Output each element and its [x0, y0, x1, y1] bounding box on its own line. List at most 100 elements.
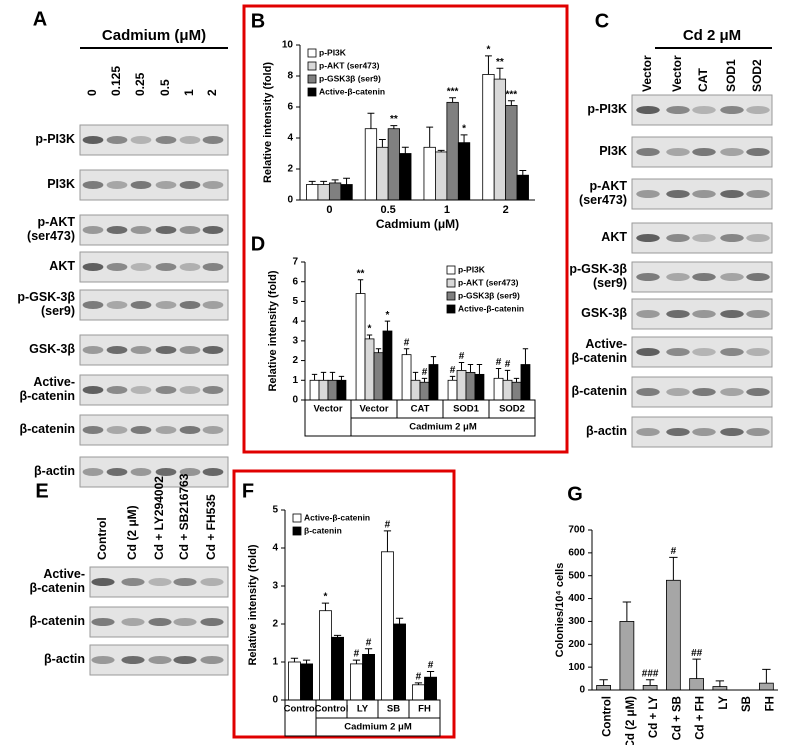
panel-letter: D [251, 233, 265, 255]
y-tick-label: 600 [568, 547, 585, 558]
y-axis-label: Colonies/10⁴ cells [554, 563, 566, 658]
y-tick-label: 1 [292, 375, 298, 386]
y-tick-label: 5 [272, 505, 278, 516]
significance-mark: ### [642, 668, 659, 679]
legend-label: p-PI3K [458, 264, 486, 274]
row-label: p-GSK-3β (ser9) [569, 262, 627, 290]
blot-band [746, 348, 770, 356]
bar [331, 636, 344, 701]
blot-band [692, 428, 716, 436]
bar [300, 663, 313, 701]
x-tick-label: FH [418, 704, 431, 715]
blot-band [720, 273, 744, 281]
bar [759, 682, 774, 691]
error-bar [513, 377, 520, 383]
error-bar [390, 125, 398, 129]
y-tick-label: 3 [292, 335, 298, 346]
blot-band [121, 578, 145, 586]
error-bar [383, 530, 392, 552]
blot-band [692, 106, 716, 114]
blot-band [202, 301, 224, 309]
error-bar [430, 356, 437, 365]
blot-band [82, 301, 104, 309]
error-bar [412, 371, 419, 381]
blot-band [666, 348, 690, 356]
legend-label: p-AKT (ser473) [319, 60, 380, 70]
error-bar [366, 334, 373, 339]
x-tick-label: LY [357, 704, 369, 715]
blot-band [692, 388, 716, 396]
panel-letter: C [595, 10, 609, 32]
blot-band [720, 310, 744, 318]
x-tick-label: Cd + SB [671, 696, 683, 740]
blot-band [202, 181, 224, 189]
blot-band [746, 148, 770, 156]
blot-band [636, 388, 660, 396]
blot-band [692, 148, 716, 156]
blot-header: Cd 2 μM [683, 27, 741, 44]
blot-band [130, 226, 152, 234]
significance-mark: *** [447, 86, 459, 97]
blot-band [82, 181, 104, 189]
blot-band [692, 348, 716, 356]
significance-mark: # [428, 660, 434, 671]
blot-band [173, 656, 197, 664]
significance-mark: # [416, 672, 422, 683]
error-bar [507, 100, 515, 106]
blot-band [746, 106, 770, 114]
y-tick-label: 1 [272, 657, 278, 668]
lane-label: 0 [85, 89, 99, 96]
blot-band [130, 468, 152, 476]
blot-band [106, 468, 128, 476]
axes [299, 45, 535, 201]
error-bar [329, 371, 336, 381]
lane-label: SOD1 [724, 59, 738, 92]
blot-band [202, 263, 224, 271]
y-axis-label: Relative intensity (fold) [267, 270, 279, 391]
bar [619, 621, 635, 691]
error-bar [395, 617, 404, 624]
blot-strip [79, 214, 229, 246]
error-bar [384, 320, 391, 331]
error-bar [367, 112, 375, 129]
y-tick-label: 100 [568, 662, 585, 673]
error-bar [449, 375, 456, 381]
blot-band [666, 106, 690, 114]
bar [666, 579, 681, 691]
blot-band [666, 388, 690, 396]
row-label: AKT [49, 259, 75, 274]
blot-band [720, 234, 744, 242]
error-bar [669, 556, 678, 581]
blot-band [173, 618, 197, 626]
panel-letter: G [567, 483, 583, 505]
error-bar [290, 657, 299, 662]
y-tick-label: 0 [579, 685, 585, 696]
error-bar [302, 659, 311, 664]
blot-band [155, 263, 177, 271]
blot-band [82, 346, 104, 354]
error-bar [692, 658, 701, 679]
blot-band [666, 310, 690, 318]
lane-label: Cd (2 μM) [125, 505, 139, 560]
row-label: p-PI3K [35, 132, 75, 147]
legend-swatch [307, 87, 317, 97]
x-tick-label: LY [718, 696, 730, 710]
error-bar [308, 180, 316, 185]
blot-band [746, 428, 770, 436]
row-label: GSK-3β [29, 342, 75, 357]
bar [288, 661, 301, 701]
significance-mark: *** [506, 89, 518, 100]
error-bar [320, 371, 327, 381]
panel-letter: A [33, 8, 47, 30]
error-bar [437, 149, 445, 152]
legend-label: p-GSK3β (ser9) [458, 290, 520, 300]
y-tick-label: 8 [287, 71, 293, 82]
blot-band [746, 388, 770, 396]
y-tick-label: 2 [287, 164, 293, 175]
blot-band [636, 428, 660, 436]
blot-band [121, 656, 145, 664]
row-label: p-PI3K [587, 102, 627, 117]
significance-mark: ** [390, 114, 398, 125]
blot-band [155, 426, 177, 434]
